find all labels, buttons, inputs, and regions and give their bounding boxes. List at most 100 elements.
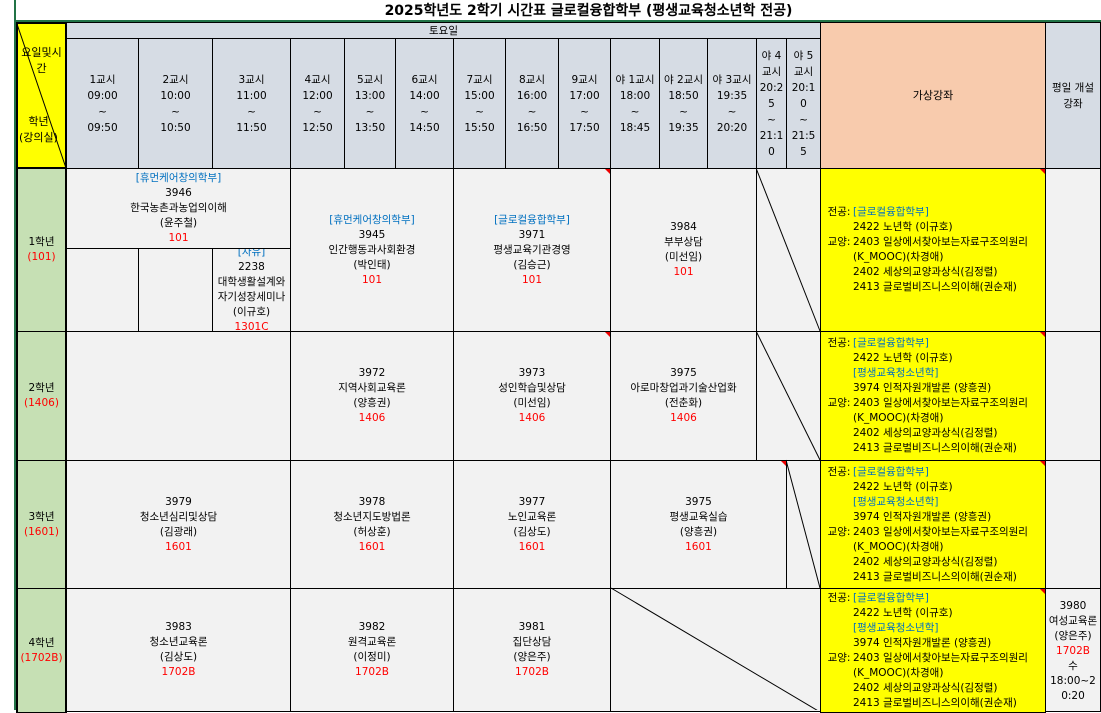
course-professor: (미선임) xyxy=(513,397,551,409)
course-name: 청소년교육론 xyxy=(149,636,208,648)
course-cell[interactable]: 3982 원격교육론 (이정미) 1702B xyxy=(290,588,454,712)
line-prefix: 교양: xyxy=(827,651,851,664)
course-cell[interactable]: 3979 청소년심리및상담 (김광래) 1601 xyxy=(66,460,291,589)
empty-cell xyxy=(66,248,139,332)
day-label: 토요일 xyxy=(429,24,458,37)
virtual-lecture-line: 2422 노년학 (이규호) xyxy=(825,606,953,621)
course-code: 2238 xyxy=(238,261,265,273)
course-code: 3983 xyxy=(165,621,192,633)
course-cell[interactable]: 3975 평생교육실습 (양흥권) 1601 xyxy=(610,460,787,589)
course-name: 집단상담 xyxy=(512,636,552,648)
grade-name: 2학년 xyxy=(28,382,55,394)
course-professor: (이규호) xyxy=(232,306,271,318)
line-text: [글로컬융합학부] xyxy=(853,206,929,218)
line-prefix: 교양: xyxy=(827,236,851,248)
virtual-lecture-line: 3974 인적자원개발론 (양흥권) xyxy=(825,381,991,396)
virtual-lecture-cell[interactable]: 전공: [글로컬융합학부] 2422 노년학 (이규호) [평생교육청소년학] 3974… xyxy=(820,588,1046,713)
course-cell[interactable]: 3972 지역사회교육론 (양흥권) 1406 xyxy=(290,331,454,461)
course-cell[interactable]: 3975 아로마창업과기술산업화 (전춘화) 1406 xyxy=(610,331,757,461)
period-header-14: 야 5교시 20:10 ~21:55 xyxy=(786,38,821,169)
course-cell[interactable]: 3978 청소년지도방법론 (허상훈) 1601 xyxy=(290,460,454,589)
comment-indicator-icon[interactable] xyxy=(1040,169,1045,174)
line-text: (K_MOOC)(차경애) xyxy=(853,540,944,553)
empty-slashed-cell xyxy=(610,588,821,712)
corner-label-room-text: (강의실) xyxy=(19,131,58,145)
weekday-course-time: 18:00~20:20 xyxy=(1050,675,1096,702)
period-name: 야 3교시 xyxy=(712,73,752,86)
virtual-lecture-line: 2422 노년학 (이규호) xyxy=(825,480,953,495)
virtual-lecture-line: 2402 세상의교양과상식(김정렬) xyxy=(825,555,998,570)
weekday-course-room: 1702B xyxy=(1056,645,1090,657)
course-cell[interactable]: 3973 성인학습및상담 (미선임) 1406 xyxy=(453,331,611,461)
period-sep: ~ xyxy=(630,105,640,118)
course-cell[interactable]: [휴먼케어창의학부] 3945 인간행동과사회환경 (박인태) 101 xyxy=(290,168,454,332)
course-cell[interactable]: [휴먼케어창의학부] 3946 한국농촌과농업의이해 (윤주철) 101 xyxy=(66,168,291,249)
period-end: 20:20 xyxy=(716,121,748,134)
course-cell[interactable]: 3977 노인교육론 (김상도) 1601 xyxy=(453,460,611,589)
course-code: 3984 xyxy=(670,221,697,233)
course-cell[interactable]: 3984 부부상담 (미선임) 101 xyxy=(610,168,757,332)
grade-label-4: 4학년 (1702B) xyxy=(16,588,67,713)
virtual-lecture-line: 2402 세상의교양과상식(김정렬) xyxy=(825,265,998,280)
virtual-lecture-cell[interactable]: 전공: [글로컬융합학부] 2422 노년학 (이규호) [평생교육청소년학] 3974… xyxy=(820,460,1046,589)
course-cell[interactable]: 3981 집단상담 (양은주) 1702B xyxy=(453,588,611,712)
virtual-lecture-line: [평생교육청소년학] xyxy=(825,621,938,636)
course-dept: [자유] xyxy=(237,248,266,258)
period-sep: ~ xyxy=(420,105,429,118)
course-name: 성인학습및상담 xyxy=(498,382,566,394)
line-text: 2422 노년학 (이규호) xyxy=(853,606,953,619)
comment-indicator-icon[interactable] xyxy=(781,461,786,466)
course-cell[interactable]: [글로컬융합학부] 3971 평생교육기관경영 (김승근) 101 xyxy=(453,168,611,332)
period-sep: ~ xyxy=(247,105,256,118)
period-start: 09:00 xyxy=(87,89,118,102)
weekday-empty-cell xyxy=(1045,460,1101,589)
virtual-lecture-line: 2422 노년학 (이규호) xyxy=(825,220,953,235)
grade-name: 3학년 xyxy=(28,510,55,523)
period-header-3: 3교시 11:00 ~11:50 xyxy=(212,38,291,169)
corner-label-day-time: 요일및시간 xyxy=(21,45,62,75)
virtual-lecture-line: (K_MOOC)(차경애) xyxy=(825,250,943,265)
line-prefix xyxy=(825,510,853,525)
course-name: 대학생활설계와 자기성장세미나 xyxy=(217,276,286,303)
period-start: 20:25 xyxy=(759,81,784,110)
period-end: 13:50 xyxy=(354,121,386,134)
virtual-lecture-line: [평생교육청소년학] xyxy=(825,495,938,510)
course-cell[interactable]: [자유] 2238 대학생활설계와 자기성장세미나 (이규호) 1301C xyxy=(212,248,291,332)
line-prefix xyxy=(825,280,853,295)
grade-label-1: 1학년 (101) xyxy=(16,168,67,332)
virtual-lecture-cell[interactable]: 전공: [글로컬융합학부] 2422 노년학 (이규호) [평생교육청소년학] 3974… xyxy=(820,331,1046,461)
empty-slashed-cell xyxy=(756,168,821,332)
line-prefix xyxy=(825,480,853,495)
line-prefix xyxy=(825,426,853,441)
weekday-course-day: 수 xyxy=(1068,660,1078,672)
grade-label-2: 2학년 (1406) xyxy=(16,331,67,461)
line-text: 2422 노년학 (이규호) xyxy=(853,480,953,493)
comment-indicator-icon[interactable] xyxy=(1040,461,1045,466)
course-name: 노인교육론 xyxy=(507,510,557,523)
virtual-lecture-cell[interactable]: 전공: [글로컬융합학부] 2422 노년학 (이규호) 교양: 2403 일상에서찾아… xyxy=(820,168,1046,332)
line-prefix xyxy=(825,351,853,366)
line-prefix xyxy=(825,555,853,570)
course-room: 1406 xyxy=(518,412,546,424)
period-header-1: 1교시 09:00 ~09:50 xyxy=(66,38,139,169)
comment-indicator-icon[interactable] xyxy=(1040,589,1045,594)
period-sep: ~ xyxy=(679,105,688,118)
virtual-lecture-line: 3974 인적자원개발론 (양흥권) xyxy=(825,636,991,651)
period-sep: ~ xyxy=(171,105,180,118)
row-header-gutter xyxy=(0,0,16,710)
course-cell[interactable]: 3983 청소년교육론 (김상도) 1702B xyxy=(66,588,291,712)
period-header-6: 6교시 14:00 ~14:50 xyxy=(395,38,454,169)
comment-indicator-icon[interactable] xyxy=(605,332,610,337)
virtual-lecture-line: 교양: 2403 일상에서찾아보는자료구조의원리 xyxy=(825,396,1028,411)
course-professor: (양은주) xyxy=(513,651,551,663)
comment-indicator-icon[interactable] xyxy=(605,169,610,174)
virtual-lecture-line: 전공: [글로컬융합학부] xyxy=(825,336,929,351)
line-text: 2413 글로벌비즈니스의이해(권순재) xyxy=(853,570,1017,583)
period-start: 11:00 xyxy=(236,89,267,102)
period-name: 1교시 xyxy=(89,73,116,86)
comment-indicator-icon[interactable] xyxy=(1040,332,1045,337)
period-sep: ~ xyxy=(527,105,537,118)
course-name: 청소년심리및상담 xyxy=(139,510,218,523)
line-prefix xyxy=(825,570,853,585)
weekday-course-cell[interactable]: 3980 여성교육론 (양은주) 1702B 수 18:00~20:20 xyxy=(1045,588,1101,712)
